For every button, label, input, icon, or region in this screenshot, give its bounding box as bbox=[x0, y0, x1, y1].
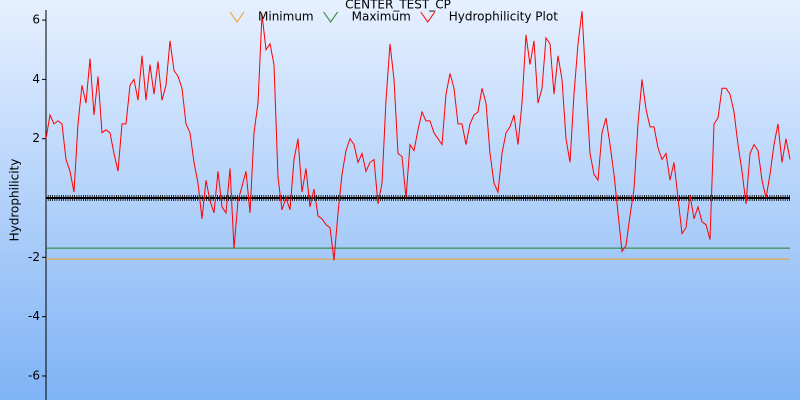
y-tick-label: 4 bbox=[32, 72, 40, 86]
legend-icon bbox=[420, 11, 436, 23]
y-tick-label: 6 bbox=[32, 13, 40, 27]
y-tick-label: -2 bbox=[28, 250, 40, 264]
y-tick-label: -6 bbox=[28, 368, 40, 382]
y-tick-label: 2 bbox=[32, 131, 40, 145]
legend-label: Hydrophilicity Plot bbox=[449, 10, 558, 24]
y-axis-label: Hydrophilicity bbox=[8, 159, 22, 242]
legend-icon bbox=[323, 11, 339, 23]
legend-icon bbox=[229, 11, 245, 23]
data-line bbox=[45, 11, 791, 261]
legend-label: Maximum bbox=[352, 10, 411, 24]
y-tick-label: -4 bbox=[28, 309, 40, 323]
chart-title: CENTER_TEST_CP bbox=[345, 0, 451, 12]
legend-label: Minimum bbox=[258, 10, 314, 24]
